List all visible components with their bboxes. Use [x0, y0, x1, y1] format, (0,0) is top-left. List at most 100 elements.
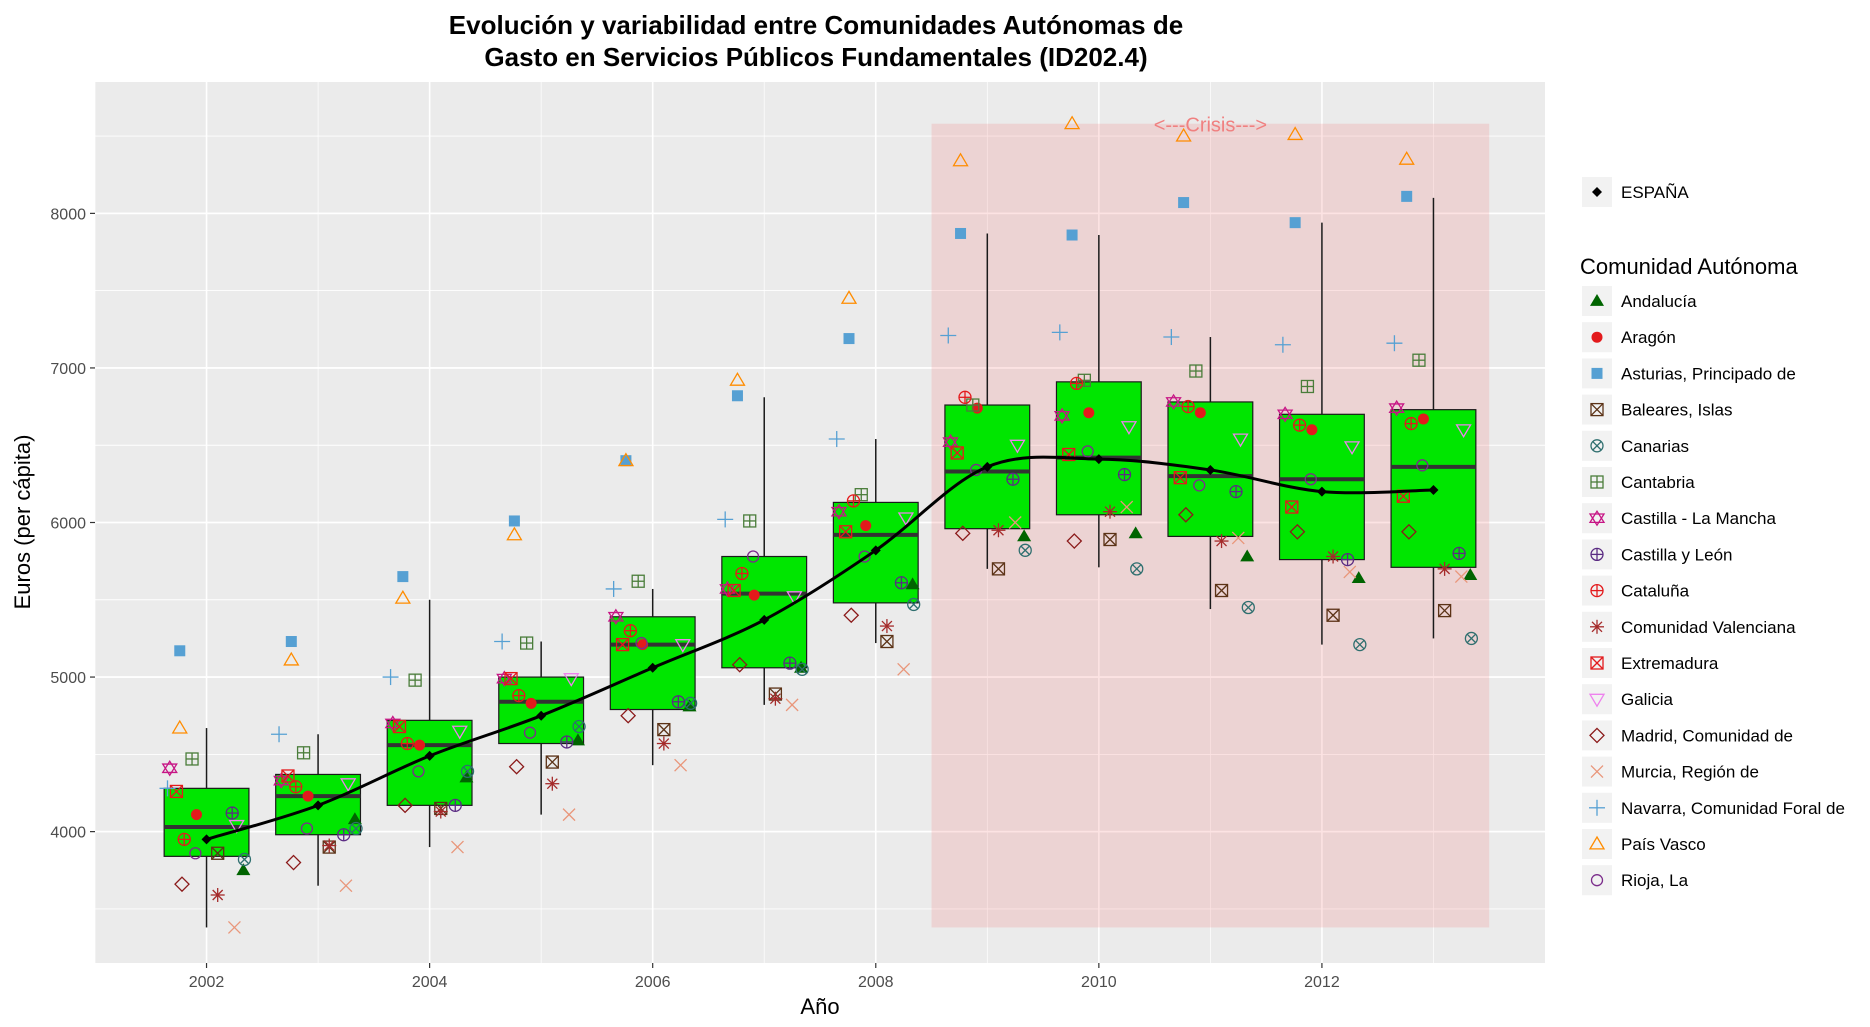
data-point: [177, 832, 191, 847]
data-point: [1404, 416, 1418, 431]
legend-label: Cantabria: [1621, 473, 1695, 492]
series-14: [159, 324, 1403, 797]
legend-key: [1582, 865, 1612, 896]
data-point: [451, 725, 468, 740]
series-4: [237, 543, 1479, 867]
data-point: [897, 662, 911, 676]
legend-symbol: [1590, 656, 1604, 670]
legend: ESPAÑA Comunidad Autónoma Andalucía Aragó…: [1580, 177, 1845, 896]
data-point: [271, 726, 288, 743]
boxplot-2013: [1390, 197, 1477, 639]
x-tick-label: 2008: [858, 974, 894, 991]
legend-item: Aragón: [1582, 322, 1676, 353]
data-point: [1006, 472, 1020, 486]
data-point: [459, 770, 474, 783]
data-point: [174, 876, 190, 893]
series-16: [189, 445, 1429, 860]
data-point: [1343, 441, 1361, 456]
data-point: [1241, 600, 1255, 615]
data-point: [408, 673, 422, 687]
data-point: [952, 152, 969, 167]
data-point: [211, 846, 225, 860]
data-point: [783, 656, 797, 670]
data-point: [289, 780, 303, 794]
data-point: [950, 446, 964, 460]
data-point: [1292, 418, 1307, 432]
legend-label: Cataluña: [1621, 582, 1690, 601]
data-point: [225, 806, 239, 820]
data-point: [828, 431, 845, 448]
data-point: [1214, 583, 1229, 598]
x-tick-label: 2002: [189, 974, 225, 991]
data-point: [907, 597, 921, 612]
data-point: [768, 691, 783, 706]
legend-title: Comunidad Autónoma: [1580, 254, 1798, 279]
series-15: [171, 115, 1415, 734]
data-point: [954, 525, 971, 542]
boxplot-2005: [498, 641, 585, 815]
data-point: [159, 780, 176, 797]
legend-symbol: [1590, 439, 1604, 453]
crisis-label: <---Crisis--->: [1154, 115, 1267, 137]
x-tick-label: 2012: [1304, 974, 1340, 991]
data-point: [339, 879, 353, 893]
data-point: [494, 633, 511, 650]
data-point: [1053, 407, 1071, 425]
data-point: [1008, 516, 1022, 529]
data-point: [1274, 336, 1291, 353]
boxplot-2002: [163, 728, 250, 928]
data-point: [1285, 500, 1299, 514]
legend-item: Rioja, La: [1582, 865, 1689, 896]
data-point: [281, 769, 295, 783]
series-9: [210, 504, 1452, 902]
espana-point: [647, 662, 658, 673]
legend-label: Castilla - La Mancha: [1621, 509, 1777, 528]
data-point: [958, 390, 972, 404]
data-point: [171, 719, 188, 734]
x-axis-title: Año: [800, 994, 839, 1019]
data-point: [615, 637, 630, 652]
data-point: [512, 688, 526, 703]
data-point: [1401, 190, 1413, 202]
data-point: [1417, 413, 1429, 425]
legend-label-espana: ESPAÑA: [1621, 183, 1689, 202]
data-point: [671, 695, 685, 709]
espana-point: [1205, 464, 1216, 475]
legend-item: Castilla y León: [1582, 539, 1733, 570]
data-point: [412, 765, 425, 778]
data-point: [1063, 115, 1081, 130]
legend-key: [1582, 829, 1612, 859]
data-point: [520, 636, 534, 650]
boxplot-2008: [832, 439, 919, 644]
data-point: [1401, 523, 1417, 540]
data-point: [748, 589, 760, 601]
data-point: [731, 656, 748, 673]
data-point: [347, 812, 362, 825]
legend-symbol: [1590, 294, 1604, 306]
data-point: [830, 503, 848, 520]
legend-symbol: [1591, 367, 1603, 379]
data-point: [394, 589, 411, 604]
data-point: [337, 828, 351, 842]
data-point: [560, 735, 574, 749]
legend-item: Extremadura: [1582, 648, 1719, 678]
data-point: [210, 887, 225, 902]
espana-point: [1093, 454, 1104, 465]
data-point: [508, 758, 525, 775]
data-point: [1066, 533, 1083, 549]
data-point: [237, 852, 252, 867]
legend-symbol: [1589, 727, 1605, 744]
legend-item: Cantabria: [1582, 467, 1695, 497]
espana-point: [982, 461, 993, 472]
data-point: [620, 455, 632, 467]
data-point: [283, 651, 300, 666]
data-point: [746, 550, 760, 563]
legend-key: [1582, 720, 1612, 751]
legend-label: Baleares, Islas: [1621, 401, 1733, 420]
grid-lines: [94, 82, 1545, 963]
espana-series: [201, 454, 1439, 845]
data-point: [1017, 529, 1032, 542]
data-point: [1353, 637, 1367, 652]
legend-item: Comunidad Valenciana: [1582, 611, 1796, 642]
data-point: [185, 752, 199, 766]
